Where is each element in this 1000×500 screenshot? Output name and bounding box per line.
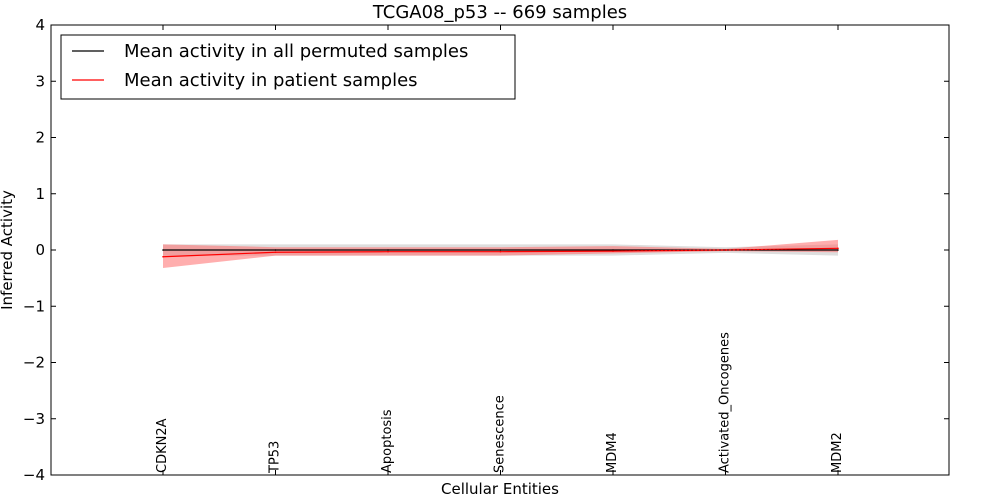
y-axis-ticks: 4 3 2 1 0 −1 −2 −3 −4 [23, 16, 949, 484]
legend-label-patient: Mean activity in patient samples [124, 70, 418, 91]
confidence-bands [163, 239, 838, 268]
plot-frame [50, 24, 950, 476]
x-tick-label: MDM2 [830, 432, 845, 473]
x-tick-label: Activated_Oncogenes [718, 332, 733, 473]
x-tick-label: MDM4 [605, 432, 620, 473]
x-axis-label: Cellular Entities [441, 480, 559, 498]
point-patient-3 [499, 250, 502, 253]
x-tick-label: Senescence [493, 395, 508, 473]
chart-title: TCGA08_p53 -- 669 samples [372, 2, 627, 23]
x-axis-ticks: CDKN2A TP53 Apoptosis Senescence MDM4 Activat… [155, 25, 845, 475]
y-axis-label: Inferred Activity [0, 190, 16, 310]
y-tick-label: 4 [35, 16, 45, 34]
y-tick-label: 3 [35, 72, 45, 90]
point-patient-0 [162, 255, 164, 258]
legend-box [60, 34, 516, 100]
point-permuted-6 [837, 249, 839, 251]
y-tick-label: −4 [23, 466, 45, 484]
point-patient-2 [387, 250, 389, 253]
y-tick-label: 2 [35, 129, 45, 147]
x-tick-label: TP53 [268, 441, 283, 474]
y-tick-label: −3 [23, 410, 45, 428]
y-tick-label: 1 [35, 185, 45, 203]
legend: Mean activity in all permuted samples Me… [60, 34, 516, 100]
band-patient [163, 239, 838, 268]
point-patient-1 [274, 251, 277, 254]
y-tick-label: 0 [35, 241, 45, 259]
x-tick-label: CDKN2A [155, 418, 170, 473]
y-tick-label: −2 [23, 354, 45, 372]
point-patient-6 [837, 247, 839, 250]
series-lines [162, 247, 839, 258]
x-tick-label: Apoptosis [380, 409, 395, 473]
point-patient-5 [724, 249, 727, 251]
y-tick-label: −1 [23, 297, 45, 315]
point-patient-4 [612, 250, 614, 252]
legend-label-permuted: Mean activity in all permuted samples [124, 41, 468, 62]
